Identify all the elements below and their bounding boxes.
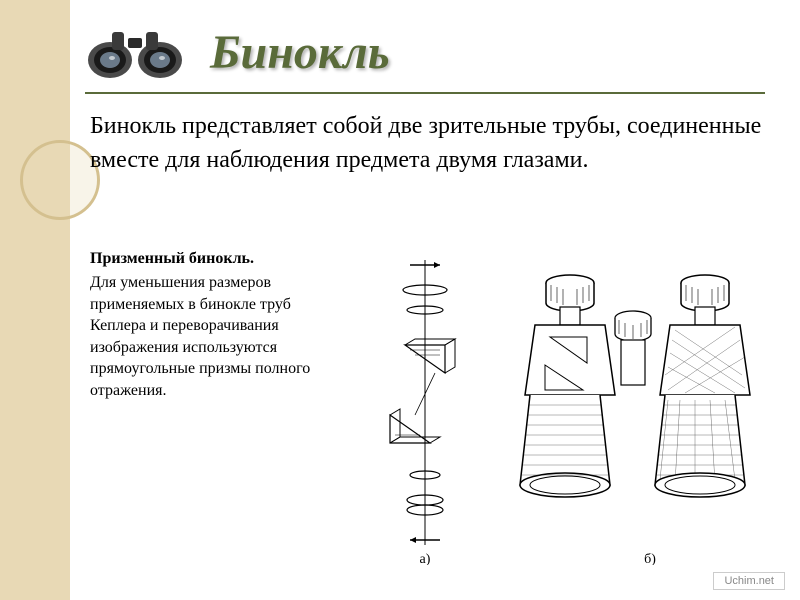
sub-description: Для уменьшения размеров применяемых в би… [90, 272, 340, 402]
main-description: Бинокль представляет собой две зрительны… [90, 110, 770, 177]
decorative-circle [20, 140, 100, 220]
optical-path-diagram [390, 260, 455, 545]
binoculars-cutaway-diagram [520, 275, 750, 497]
decorative-side-panel [0, 0, 70, 600]
sub-heading: Призменный бинокль. [90, 250, 254, 268]
page-title: Бинокль [210, 25, 390, 80]
title-underline [85, 92, 765, 94]
diagram-label-a: а) [420, 552, 431, 565]
binoculars-photo-icon [80, 20, 190, 95]
optical-diagram: а) [340, 245, 780, 565]
watermark: Uchim.net [713, 572, 785, 590]
diagram-label-b: б) [644, 552, 656, 565]
